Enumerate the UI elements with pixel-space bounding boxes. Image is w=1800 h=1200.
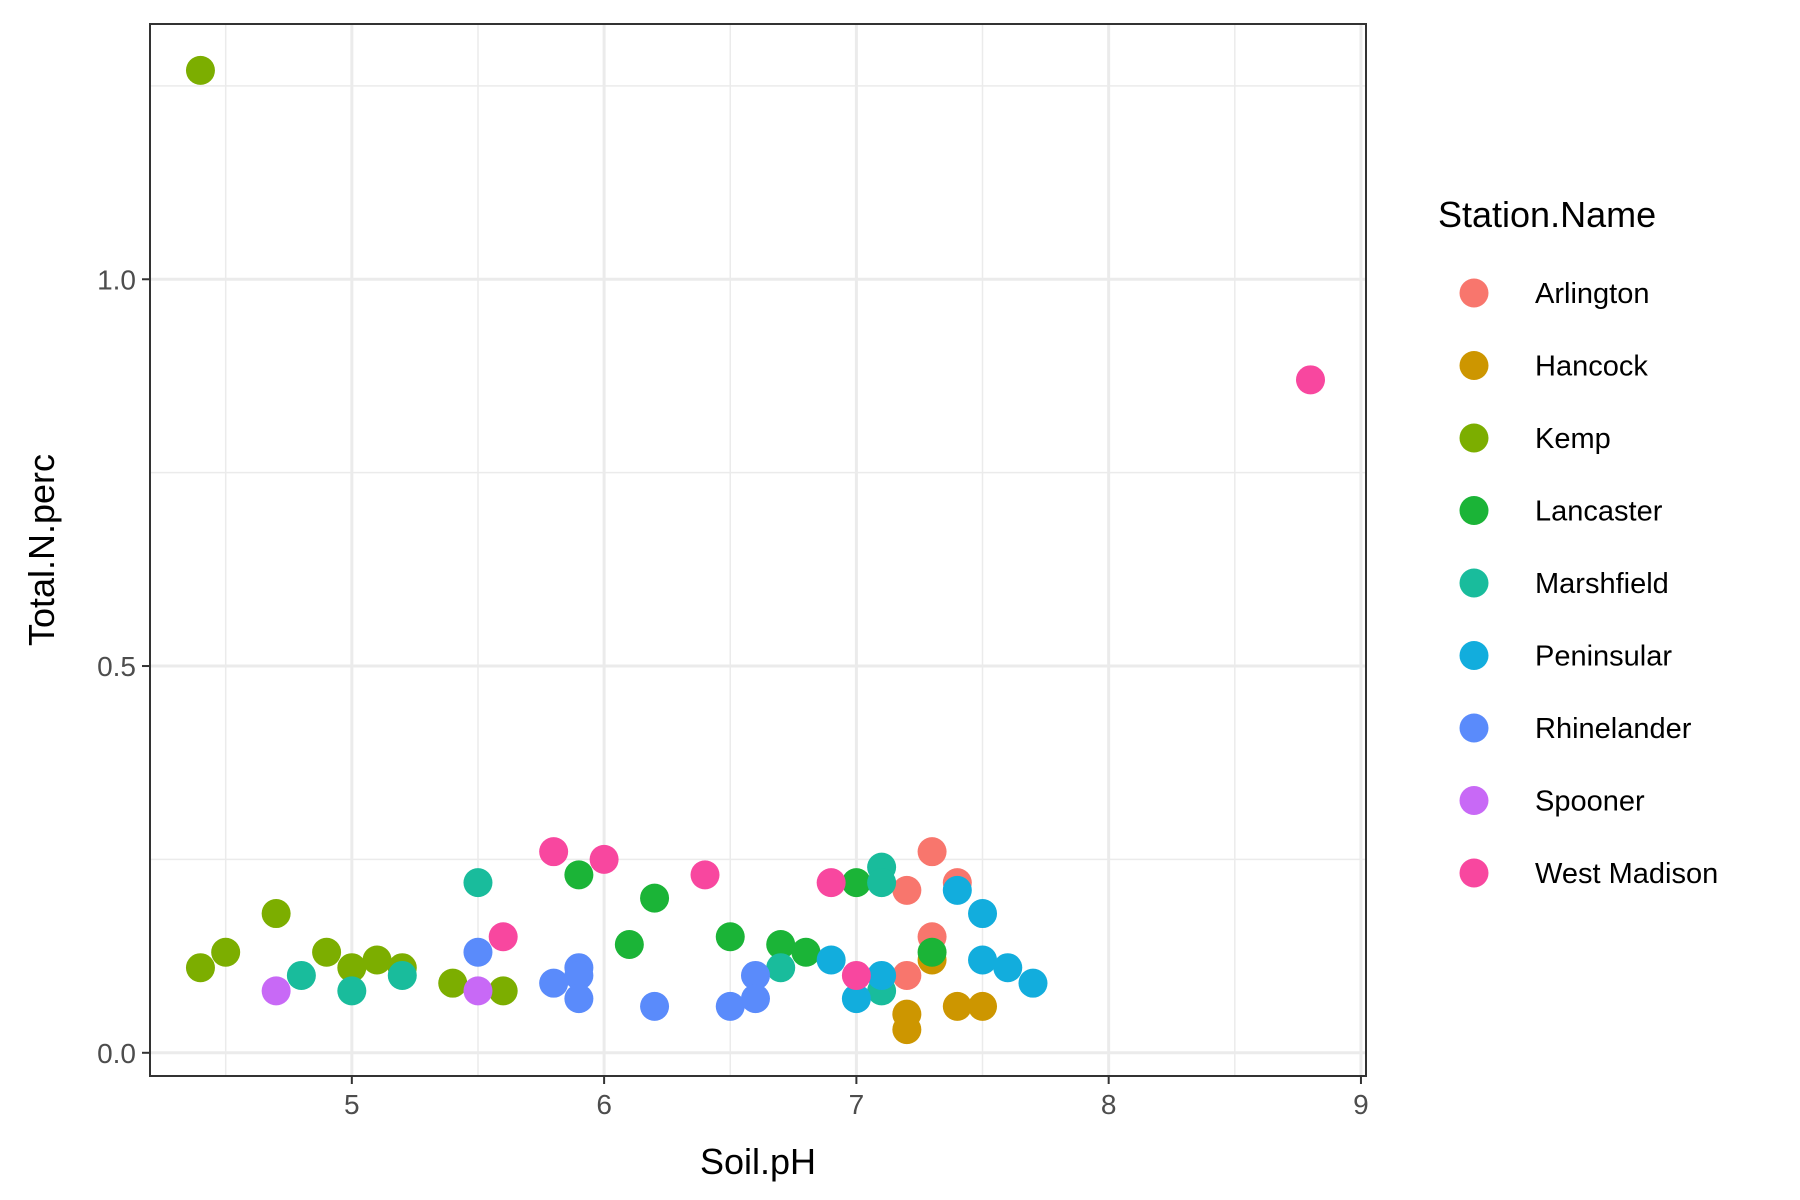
y-axis-title: Total.N.perc <box>21 454 62 646</box>
point-spooner <box>261 976 291 1006</box>
point-lancaster <box>640 883 670 913</box>
point-rhinelander <box>640 991 670 1021</box>
y-tick-label: 0.0 <box>97 1038 136 1069</box>
legend-label-west-madison: West Madison <box>1535 858 1718 890</box>
point-west-madison <box>539 837 569 867</box>
x-tick-label: 5 <box>344 1089 360 1120</box>
point-kemp <box>185 55 215 85</box>
legend-label-marshfield: Marshfield <box>1535 568 1669 600</box>
point-kemp <box>488 976 518 1006</box>
point-rhinelander <box>564 960 594 990</box>
point-marshfield <box>766 953 796 983</box>
point-hancock <box>942 991 972 1021</box>
point-lancaster <box>715 922 745 952</box>
point-peninsular <box>841 984 871 1014</box>
point-rhinelander <box>539 968 569 998</box>
point-kemp <box>185 953 215 983</box>
point-lancaster <box>766 930 796 959</box>
point-west-madison <box>816 868 846 898</box>
point-lancaster <box>917 937 947 967</box>
point-rhinelander <box>740 984 770 1014</box>
legend-key-kemp <box>1459 423 1489 453</box>
point-peninsular <box>968 899 998 929</box>
point-marshfield <box>463 868 493 898</box>
legend-key-rhinelander <box>1459 713 1489 743</box>
point-marshfield <box>867 868 897 898</box>
legend-key-arlington <box>1459 278 1489 308</box>
legend-key-spooner <box>1459 786 1489 815</box>
plot-background <box>150 24 1366 1076</box>
legend-label-rhinelander: Rhinelander <box>1535 713 1692 745</box>
point-marshfield <box>337 976 367 1006</box>
plot-border <box>149 23 1367 1077</box>
point-marshfield <box>387 960 417 990</box>
x-tick-label: 9 <box>1353 1089 1369 1120</box>
point-spooner <box>463 976 493 1006</box>
point-peninsular <box>968 945 998 975</box>
point-kemp <box>438 968 468 998</box>
point-rhinelander <box>740 960 770 990</box>
point-hancock <box>892 1015 922 1045</box>
y-tick-label: 1.0 <box>97 264 136 295</box>
point-rhinelander <box>564 984 594 1014</box>
point-lancaster <box>564 860 594 890</box>
point-marshfield <box>286 960 316 990</box>
point-hancock <box>968 991 998 1021</box>
point-west-madison <box>589 844 619 874</box>
point-lancaster <box>841 868 871 898</box>
data-points <box>185 55 1325 1045</box>
major-gridlines <box>150 24 1366 1076</box>
point-kemp <box>337 953 367 983</box>
legend-key-marshfield <box>1459 568 1489 598</box>
point-kemp <box>362 945 392 975</box>
point-arlington <box>892 960 922 990</box>
point-peninsular <box>942 875 972 905</box>
legend-label-hancock: Hancock <box>1535 351 1648 383</box>
legend-key-west-madison <box>1459 858 1489 888</box>
point-kemp <box>211 937 241 967</box>
point-peninsular <box>816 945 846 975</box>
x-tick-label: 8 <box>1101 1089 1117 1120</box>
point-peninsular <box>1018 968 1048 998</box>
legend-label-peninsular: Peninsular <box>1535 641 1672 673</box>
point-lancaster <box>614 930 644 959</box>
point-west-madison <box>1295 365 1325 395</box>
x-tick-label: 6 <box>596 1089 612 1120</box>
point-kemp <box>261 899 291 929</box>
legend-key-lancaster <box>1459 496 1489 525</box>
point-west-madison <box>488 922 518 952</box>
y-tick-label: 0.5 <box>97 651 136 682</box>
y-axis: 0.0 0.5 1.0 <box>97 264 150 1069</box>
point-peninsular <box>867 960 897 990</box>
legend-label-lancaster: Lancaster <box>1535 496 1663 528</box>
legend-title: Station.Name <box>1438 194 1656 235</box>
x-axis-title: Soil.pH <box>700 1141 816 1182</box>
legend: Station.Name Arlington Hancock Kemp Lancast… <box>1438 194 1718 890</box>
point-arlington <box>892 875 922 905</box>
point-west-madison <box>690 860 720 890</box>
x-axis: 5 6 7 8 9 <box>344 1076 1369 1120</box>
point-lancaster <box>791 937 821 967</box>
point-rhinelander <box>715 991 745 1021</box>
x-tick-label: 7 <box>849 1089 865 1120</box>
point-peninsular <box>993 953 1023 983</box>
legend-label-spooner: Spooner <box>1535 786 1645 818</box>
legend-key-hancock <box>1459 351 1489 380</box>
point-rhinelander <box>463 937 493 967</box>
point-west-madison <box>841 960 871 990</box>
point-kemp <box>312 937 342 967</box>
point-arlington <box>917 837 947 867</box>
legend-label-kemp: Kemp <box>1535 423 1611 455</box>
legend-label-arlington: Arlington <box>1535 278 1649 310</box>
legend-key-peninsular <box>1459 641 1489 670</box>
